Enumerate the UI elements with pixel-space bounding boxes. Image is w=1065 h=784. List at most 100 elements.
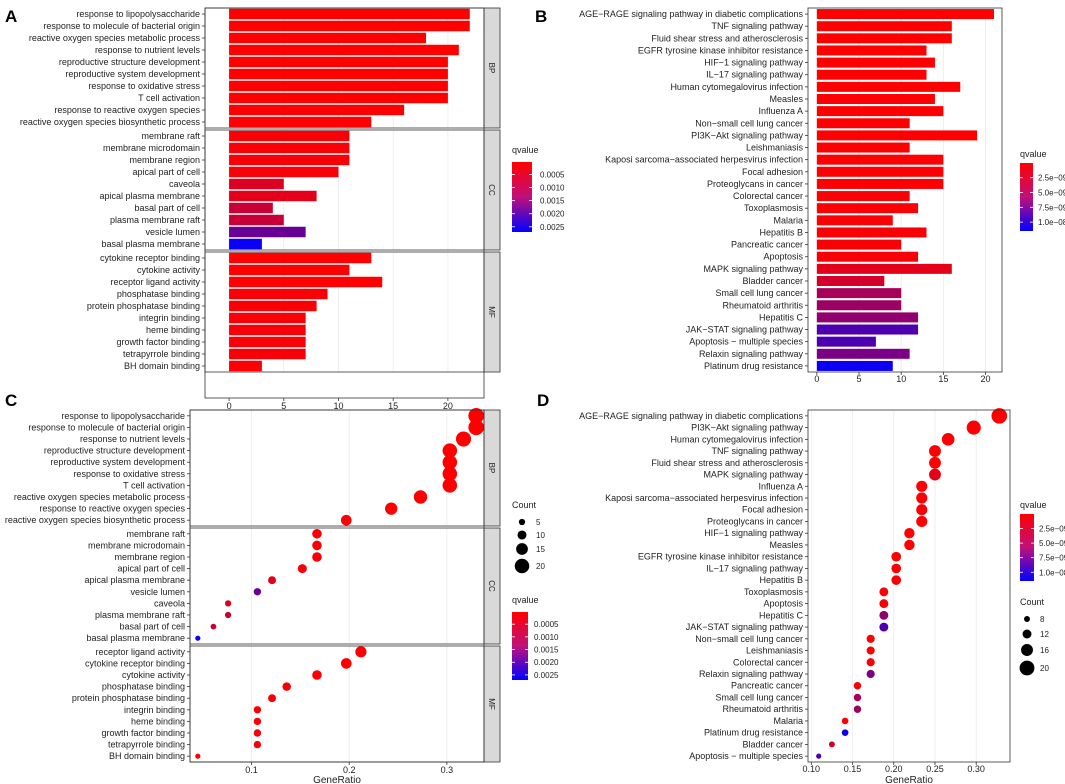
x-tick-label: 15 bbox=[938, 374, 948, 384]
facet-mf: MF cytokine receptor binding cytokine acti… bbox=[87, 251, 501, 373]
y-tick-label: Malaria bbox=[773, 215, 803, 225]
qvalue-legend-label: 2.5e−09 bbox=[1039, 525, 1065, 534]
y-tick-label: Measles bbox=[769, 94, 803, 104]
bar bbox=[229, 288, 328, 300]
y-tick-label: IL−17 signaling pathway bbox=[706, 70, 803, 80]
y-tick-label: Colorectal cancer bbox=[733, 191, 803, 201]
y-tick-label: Apoptosis − multiple species bbox=[689, 337, 803, 347]
bar bbox=[229, 154, 350, 166]
y-tick-label: response to nutrient levels bbox=[95, 45, 201, 55]
x-tick-label: 10 bbox=[896, 374, 906, 384]
qvalue-legend-label: 0.0020 bbox=[534, 658, 559, 667]
y-tick-label: cytokine activity bbox=[137, 265, 201, 275]
facet-strip-label: BP bbox=[487, 463, 496, 474]
x-tick-label: 10 bbox=[333, 401, 343, 411]
qvalue-legend-label: 5.0e−09 bbox=[1038, 189, 1065, 198]
plot-border bbox=[204, 7, 485, 399]
y-tick-label: Pancreatic cancer bbox=[731, 681, 803, 691]
y-tick-label: caveola bbox=[169, 179, 200, 189]
y-tick-label: response to lipopolysaccharide bbox=[61, 411, 185, 421]
dot bbox=[442, 443, 458, 458]
y-tick-label: Leishmaniasis bbox=[746, 143, 804, 153]
dot bbox=[966, 420, 981, 435]
dot bbox=[841, 729, 849, 737]
x-tick-label: 0.10 bbox=[803, 764, 821, 774]
dot bbox=[442, 478, 458, 493]
dot bbox=[385, 502, 398, 515]
y-tick-label: response to lipopolysaccharide bbox=[76, 9, 200, 19]
y-tick-label: heme binding bbox=[146, 325, 200, 335]
y-tick-label: membrane region bbox=[114, 552, 185, 562]
bar bbox=[816, 360, 893, 371]
y-tick-label: Malaria bbox=[773, 716, 803, 726]
dot bbox=[455, 431, 472, 447]
qvalue-colorbar bbox=[1020, 514, 1034, 581]
dot bbox=[879, 599, 889, 609]
x-tick-label: 0.30 bbox=[967, 764, 985, 774]
dot bbox=[442, 466, 458, 482]
y-tick-label: AGE−RAGE signaling pathway in diabetic c… bbox=[579, 411, 803, 421]
y-tick-label: Hepatitis B bbox=[759, 227, 803, 237]
count-legend-label: 12 bbox=[1040, 630, 1049, 639]
qvalue-legend-label: 0.0005 bbox=[540, 171, 565, 180]
y-tick-label: reproductive structure development bbox=[44, 446, 186, 456]
bar bbox=[816, 33, 952, 44]
y-tick-label: protein phosphatase binding bbox=[72, 693, 185, 703]
y-tick-label: Measles bbox=[769, 540, 803, 550]
facet-bp: BP response to lipopolysaccharide response… bbox=[20, 7, 501, 129]
bar bbox=[816, 94, 935, 104]
dot bbox=[904, 539, 915, 551]
bar bbox=[229, 142, 350, 154]
dot bbox=[853, 682, 862, 690]
bar bbox=[816, 45, 927, 56]
y-tick-label: Toxoplasmosis bbox=[744, 587, 804, 597]
dot bbox=[879, 610, 889, 620]
dot bbox=[268, 576, 277, 585]
y-tick-label: Rheumatoid arthritis bbox=[722, 704, 803, 714]
bar bbox=[816, 348, 910, 359]
dot bbox=[853, 705, 862, 713]
y-tick-label: vesicle lumen bbox=[145, 227, 200, 237]
y-tick-label: apical part of cell bbox=[117, 564, 185, 574]
y-tick-label: response to nutrient levels bbox=[80, 434, 186, 444]
y-tick-label: AGE−RAGE signaling pathway in diabetic c… bbox=[579, 9, 803, 19]
bar bbox=[816, 227, 927, 238]
dot bbox=[253, 706, 262, 714]
y-tick-label: caveola bbox=[154, 598, 185, 608]
qvalue-legend-label: 7.5e−09 bbox=[1039, 554, 1065, 563]
y-tick-label: Kaposi sarcoma−associated herpesvirus in… bbox=[605, 493, 803, 503]
bar bbox=[229, 92, 448, 104]
y-tick-label: Small cell lung cancer bbox=[715, 288, 803, 298]
y-tick-label: integrin binding bbox=[124, 705, 185, 715]
qvalue-legend-label: 0.0025 bbox=[540, 223, 565, 232]
count-legend-label: 20 bbox=[536, 562, 545, 571]
dot bbox=[297, 564, 307, 574]
bar bbox=[229, 68, 448, 80]
dot bbox=[916, 492, 928, 504]
y-tick-label: Human cytomegalovirus infection bbox=[670, 434, 803, 444]
y-tick-label: Hepatitis C bbox=[759, 312, 804, 322]
dot bbox=[916, 515, 928, 528]
y-tick-label: tetrapyrrole binding bbox=[123, 349, 200, 359]
y-tick-label: Leishmaniasis bbox=[746, 646, 804, 656]
y-tick-label: Influenza A bbox=[758, 481, 803, 491]
y-tick-label: Apoptosis bbox=[763, 599, 803, 609]
x-axis-title: GeneRatio bbox=[313, 775, 361, 784]
plot-area: AGE−RAGE signaling pathway in diabetic c… bbox=[579, 8, 994, 372]
y-tick-label: Bladder cancer bbox=[742, 739, 803, 749]
y-tick-label: response to reactive oxygen species bbox=[54, 105, 200, 115]
y-tick-label: reproductive system development bbox=[50, 457, 185, 467]
x-tick-label: 0 bbox=[227, 401, 232, 411]
y-tick-label: apical plasma membrane bbox=[99, 191, 200, 201]
bar bbox=[816, 288, 902, 299]
bar bbox=[816, 191, 910, 202]
dot bbox=[253, 717, 262, 726]
y-tick-label: JAK−STAT signaling pathway bbox=[686, 325, 804, 335]
facet-strip-label: BP bbox=[487, 63, 496, 74]
count-legend-label: 15 bbox=[536, 545, 545, 554]
dot bbox=[253, 588, 262, 596]
dot bbox=[929, 456, 941, 469]
y-tick-label: BH domain binding bbox=[109, 751, 185, 761]
y-tick-label: membrane raft bbox=[141, 131, 200, 141]
